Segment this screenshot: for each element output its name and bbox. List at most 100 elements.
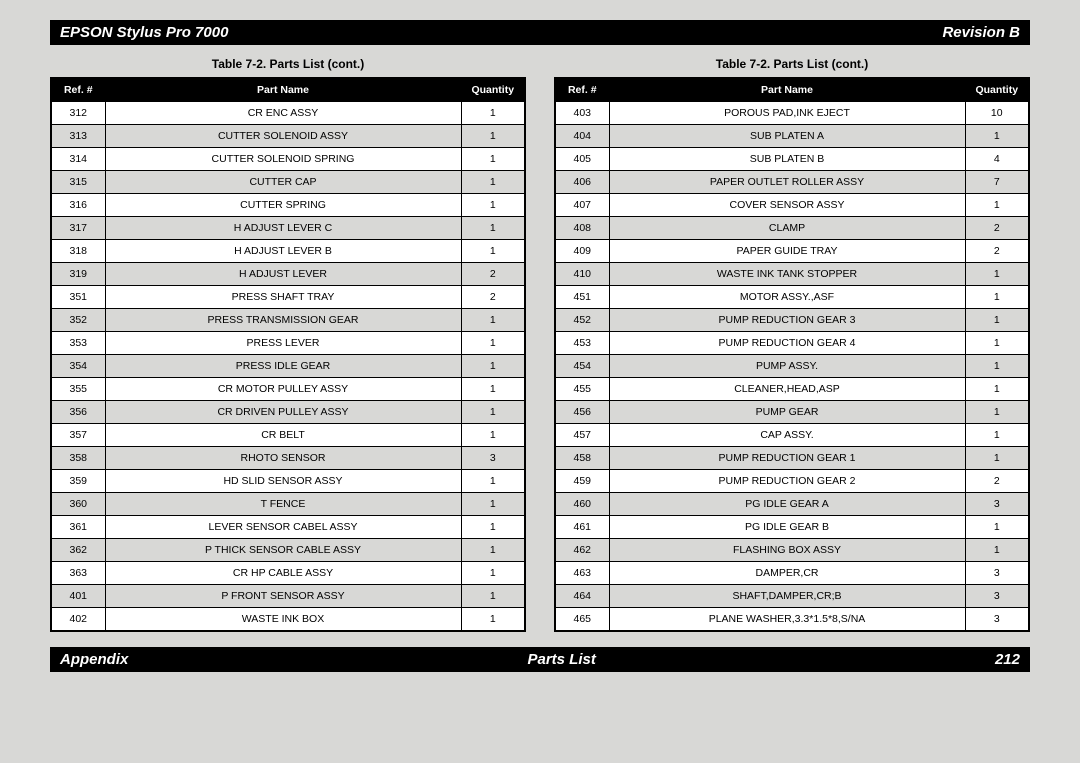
cell-qty: 7 [965,171,1029,194]
cell-qty: 3 [965,608,1029,632]
cell-name: T FENCE [105,493,461,516]
cell-name: CR BELT [105,424,461,447]
cell-qty: 1 [461,424,525,447]
table-row: 406PAPER OUTLET ROLLER ASSY7 [555,171,1029,194]
cell-qty: 1 [461,493,525,516]
cell-qty: 1 [461,194,525,217]
table-row: 407COVER SENSOR ASSY1 [555,194,1029,217]
cell-ref: 403 [555,102,609,125]
cell-name: MOTOR ASSY.,ASF [609,286,965,309]
table-row: 356CR DRIVEN PULLEY ASSY1 [51,401,525,424]
cell-ref: 316 [51,194,105,217]
col-qty: Quantity [461,78,525,102]
cell-name: POROUS PAD,INK EJECT [609,102,965,125]
cell-name: DAMPER,CR [609,562,965,585]
cell-ref: 463 [555,562,609,585]
cell-qty: 1 [965,309,1029,332]
table-row: 360T FENCE1 [51,493,525,516]
cell-qty: 1 [965,424,1029,447]
table-row: 453PUMP REDUCTION GEAR 41 [555,332,1029,355]
cell-qty: 2 [461,263,525,286]
cell-name: PUMP REDUCTION GEAR 2 [609,470,965,493]
table-row: 362P THICK SENSOR CABLE ASSY1 [51,539,525,562]
cell-ref: 408 [555,217,609,240]
cell-ref: 318 [51,240,105,263]
footer-title: Parts List [128,651,995,668]
col-ref: Ref. # [51,78,105,102]
table-row: 316CUTTER SPRING1 [51,194,525,217]
cell-ref: 319 [51,263,105,286]
cell-ref: 464 [555,585,609,608]
cell-name: COVER SENSOR ASSY [609,194,965,217]
cell-ref: 360 [51,493,105,516]
table-header-row: Ref. # Part Name Quantity [51,78,525,102]
table-row: 313CUTTER SOLENOID ASSY1 [51,125,525,148]
cell-ref: 454 [555,355,609,378]
table-row: 459PUMP REDUCTION GEAR 22 [555,470,1029,493]
left-table-title: Table 7-2. Parts List (cont.) [50,57,526,71]
footer-bar: Appendix Parts List 212 [50,647,1030,672]
cell-qty: 2 [965,217,1029,240]
cell-name: CR MOTOR PULLEY ASSY [105,378,461,401]
cell-name: CUTTER SOLENOID SPRING [105,148,461,171]
cell-name: SHAFT,DAMPER,CR;B [609,585,965,608]
cell-name: PRESS TRANSMISSION GEAR [105,309,461,332]
table-row: 351PRESS SHAFT TRAY2 [51,286,525,309]
cell-qty: 1 [461,171,525,194]
cell-name: LEVER SENSOR CABEL ASSY [105,516,461,539]
table-row: 405SUB PLATEN B4 [555,148,1029,171]
cell-ref: 358 [51,447,105,470]
cell-qty: 1 [461,378,525,401]
cell-qty: 1 [965,194,1029,217]
cell-qty: 1 [461,355,525,378]
left-column: Table 7-2. Parts List (cont.) Ref. # Par… [50,57,526,632]
cell-qty: 1 [965,125,1029,148]
cell-ref: 363 [51,562,105,585]
cell-ref: 354 [51,355,105,378]
cell-ref: 455 [555,378,609,401]
cell-qty: 1 [461,125,525,148]
col-name: Part Name [609,78,965,102]
cell-qty: 1 [965,516,1029,539]
right-table-title: Table 7-2. Parts List (cont.) [554,57,1030,71]
cell-name: HD SLID SENSOR ASSY [105,470,461,493]
cell-qty: 1 [461,332,525,355]
cell-ref: 407 [555,194,609,217]
cell-ref: 356 [51,401,105,424]
table-row: 457CAP ASSY.1 [555,424,1029,447]
table-row: 464SHAFT,DAMPER,CR;B3 [555,585,1029,608]
cell-qty: 1 [461,217,525,240]
document-title: EPSON Stylus Pro 7000 [60,24,228,41]
cell-ref: 465 [555,608,609,632]
cell-name: PUMP REDUCTION GEAR 1 [609,447,965,470]
cell-ref: 313 [51,125,105,148]
cell-name: CLAMP [609,217,965,240]
cell-qty: 1 [965,286,1029,309]
table-row: 312CR ENC ASSY1 [51,102,525,125]
cell-ref: 409 [555,240,609,263]
table-row: 455CLEANER,HEAD,ASP1 [555,378,1029,401]
cell-qty: 1 [461,240,525,263]
cell-qty: 1 [965,378,1029,401]
cell-name: CLEANER,HEAD,ASP [609,378,965,401]
cell-name: PAPER GUIDE TRAY [609,240,965,263]
cell-ref: 357 [51,424,105,447]
table-row: 353PRESS LEVER1 [51,332,525,355]
cell-ref: 351 [51,286,105,309]
cell-qty: 1 [965,332,1029,355]
cell-ref: 404 [555,125,609,148]
cell-ref: 462 [555,539,609,562]
cell-qty: 2 [461,286,525,309]
cell-name: P FRONT SENSOR ASSY [105,585,461,608]
cell-qty: 3 [461,447,525,470]
cell-name: CR HP CABLE ASSY [105,562,461,585]
page-content: Table 7-2. Parts List (cont.) Ref. # Par… [50,45,1030,642]
cell-qty: 1 [965,401,1029,424]
table-row: 456PUMP GEAR1 [555,401,1029,424]
cell-name: CR DRIVEN PULLEY ASSY [105,401,461,424]
cell-qty: 3 [965,585,1029,608]
cell-name: PUMP ASSY. [609,355,965,378]
table-row: 363CR HP CABLE ASSY1 [51,562,525,585]
cell-name: H ADJUST LEVER B [105,240,461,263]
page-number: 212 [995,651,1020,668]
